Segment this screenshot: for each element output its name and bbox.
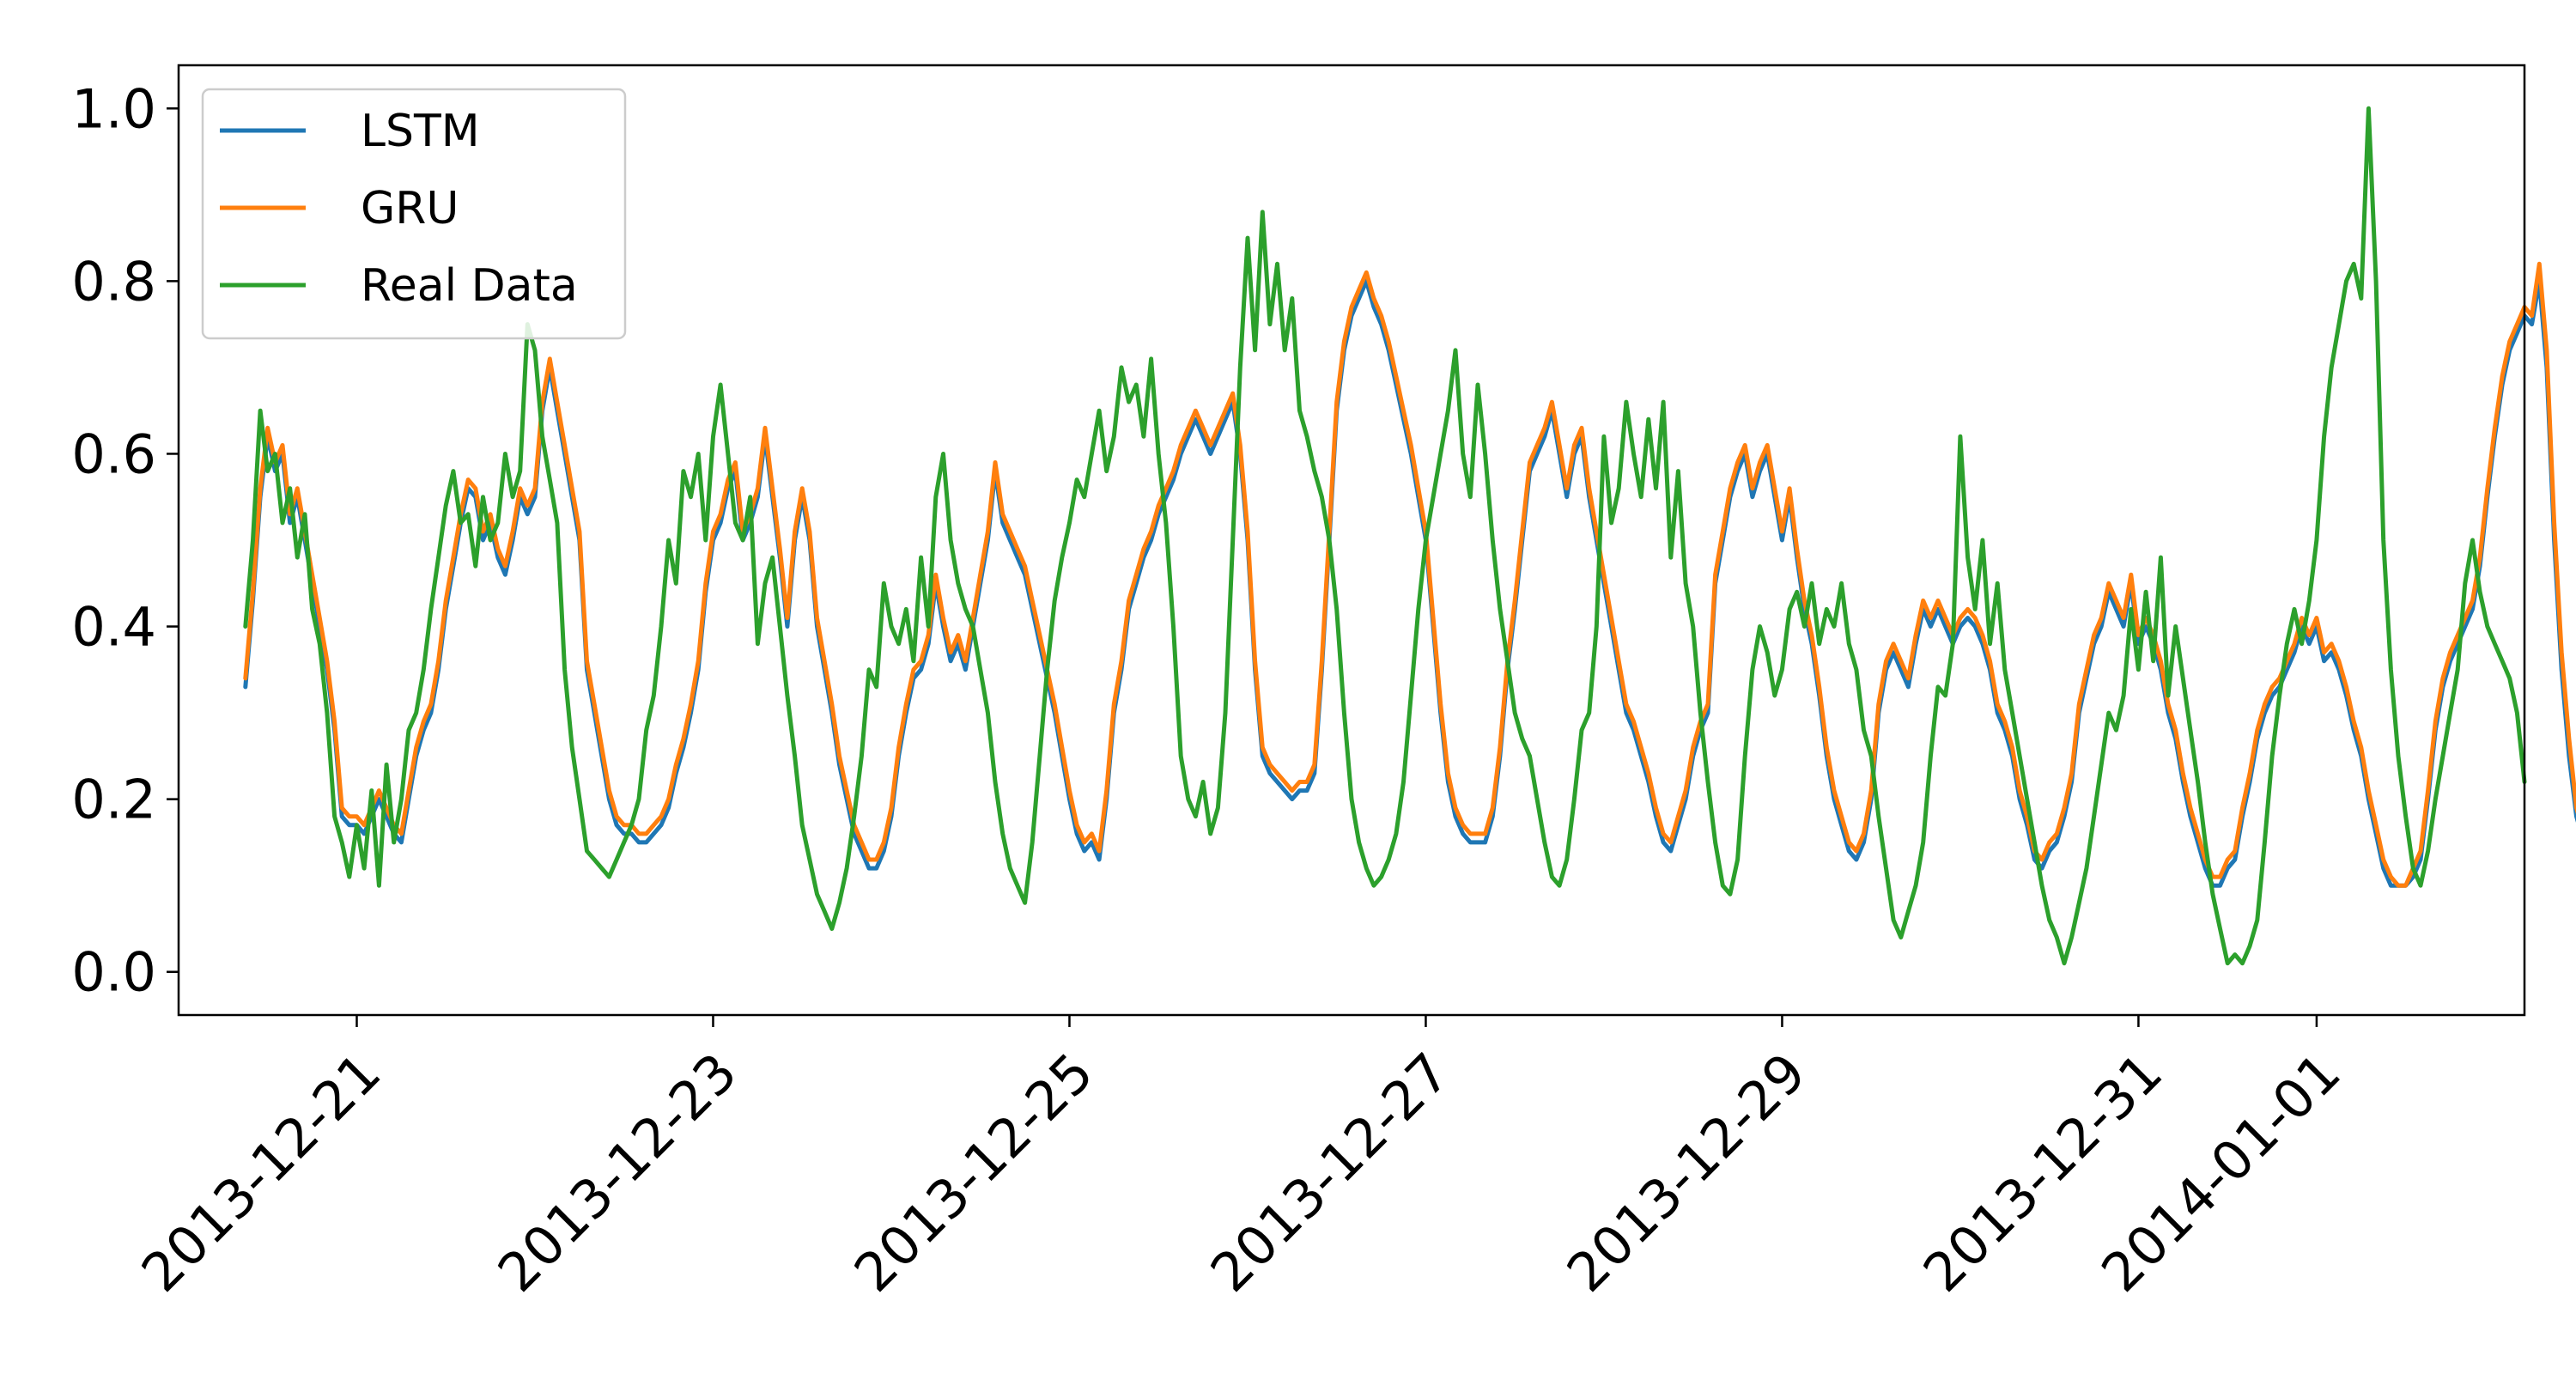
- y-tick-label: 0.8: [71, 250, 156, 313]
- legend: LSTM GRU Real Data: [201, 88, 627, 340]
- y-tick-label: 0.2: [71, 769, 156, 831]
- legend-box: [201, 88, 627, 340]
- series-line-real-data: [243, 106, 2527, 966]
- legend-label: LSTM: [361, 106, 480, 157]
- y-tick-label: 0.6: [71, 423, 156, 485]
- plot-frame: [177, 64, 2526, 1017]
- legend-label: Real Data: [361, 260, 578, 312]
- legend-label: GRU: [361, 183, 459, 234]
- y-tick-label: 0.0: [71, 941, 156, 1004]
- y-tick-label: 1.0: [71, 77, 156, 140]
- y-axis: 0.0 0.2 0.4 0.6 0.8 1.0: [71, 77, 179, 1004]
- series-layer: [243, 106, 2576, 966]
- y-tick-label: 0.4: [71, 596, 156, 659]
